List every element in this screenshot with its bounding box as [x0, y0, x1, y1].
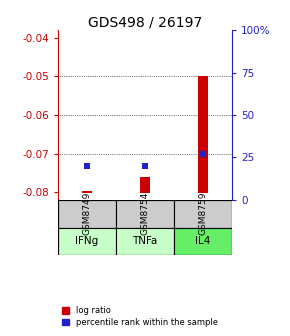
Text: GSM8759: GSM8759 — [198, 192, 208, 236]
Bar — [198, 77, 208, 193]
Bar — [174, 227, 232, 255]
Point — [85, 163, 89, 169]
Bar — [58, 200, 116, 227]
Text: GSM8749: GSM8749 — [82, 192, 92, 236]
Bar — [140, 177, 150, 193]
Text: GSM8754: GSM8754 — [140, 192, 150, 236]
Text: IL4: IL4 — [195, 237, 211, 247]
Bar — [82, 192, 92, 193]
Bar — [174, 200, 232, 227]
Bar — [116, 227, 174, 255]
Text: IFNg: IFNg — [75, 237, 99, 247]
Bar — [116, 200, 174, 227]
Text: TNFa: TNFa — [132, 237, 158, 247]
Point — [201, 151, 205, 157]
Title: GDS498 / 26197: GDS498 / 26197 — [88, 15, 202, 29]
Point — [143, 163, 147, 169]
Legend: log ratio, percentile rank within the sample: log ratio, percentile rank within the sa… — [62, 306, 218, 327]
Bar — [58, 227, 116, 255]
